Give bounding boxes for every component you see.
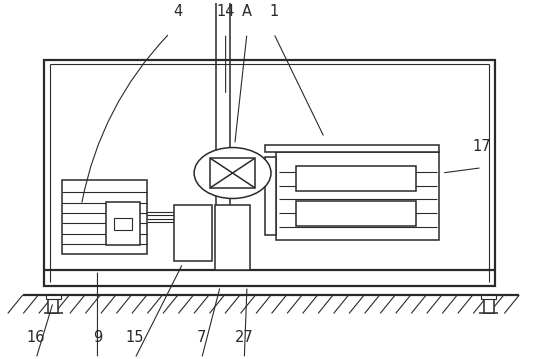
Bar xyxy=(106,202,140,246)
Bar xyxy=(264,157,276,235)
Bar xyxy=(62,180,147,255)
Text: 16: 16 xyxy=(27,330,46,345)
Bar xyxy=(296,201,416,226)
Text: 15: 15 xyxy=(126,330,144,345)
Text: 1: 1 xyxy=(269,4,278,19)
Text: 14: 14 xyxy=(216,4,235,19)
Text: 17: 17 xyxy=(473,139,491,154)
Bar xyxy=(264,145,439,152)
Text: 9: 9 xyxy=(93,330,102,345)
Circle shape xyxy=(194,148,271,199)
Bar xyxy=(48,295,59,313)
Text: 4: 4 xyxy=(173,4,182,19)
Bar xyxy=(216,205,250,270)
Bar xyxy=(483,295,494,313)
Text: A: A xyxy=(242,4,252,19)
Text: 27: 27 xyxy=(235,330,254,345)
Bar xyxy=(46,295,61,299)
Bar xyxy=(174,205,212,261)
Bar xyxy=(44,60,495,286)
Bar xyxy=(114,218,132,230)
Text: 7: 7 xyxy=(197,330,207,345)
Bar xyxy=(276,152,439,240)
Bar xyxy=(296,166,416,191)
Bar xyxy=(210,158,255,188)
Bar xyxy=(481,295,496,299)
